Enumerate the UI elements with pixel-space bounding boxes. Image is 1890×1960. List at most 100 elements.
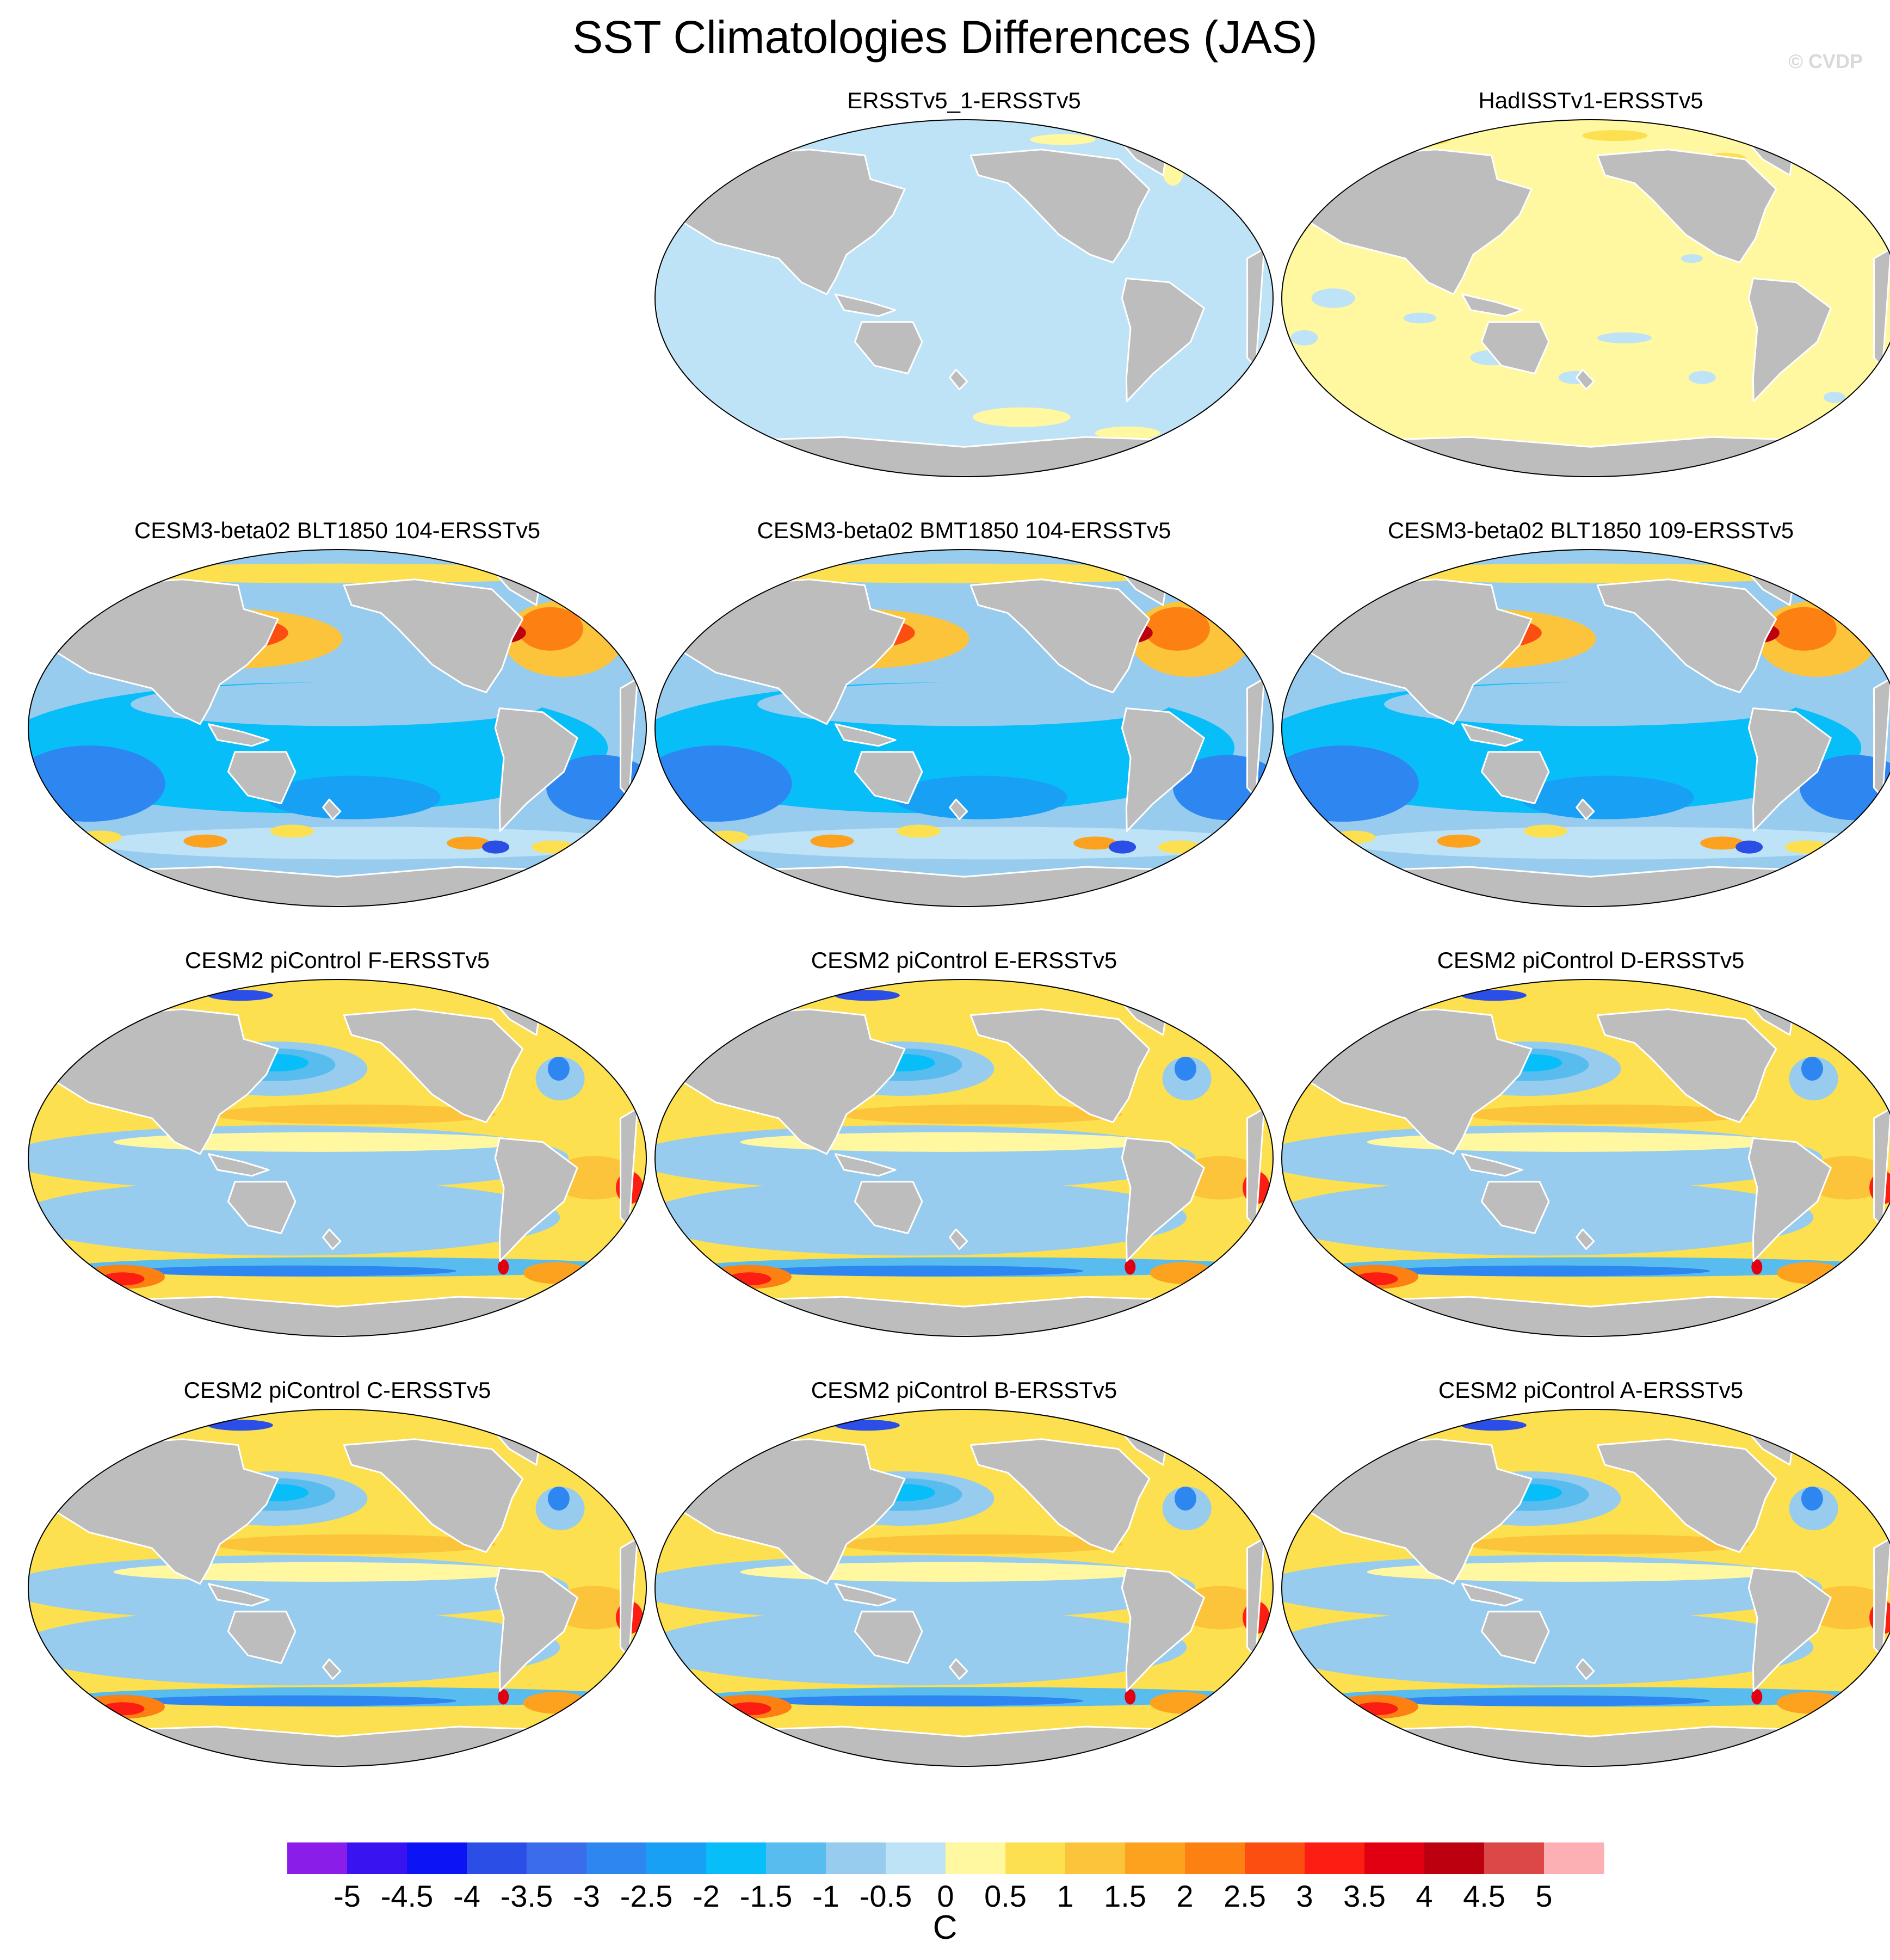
panel-title: CESM3-beta02 BLT1850 109-ERSSTv5 — [1387, 517, 1794, 543]
land-asia — [50, 1438, 279, 1585]
colorbar-box — [527, 1842, 587, 1874]
colorbar-box — [586, 1842, 647, 1874]
land-newzealand — [949, 368, 968, 391]
colorbar-box — [646, 1842, 707, 1874]
land-samerica — [1747, 1567, 1832, 1692]
land-newzealand — [949, 798, 968, 821]
land-indonesia — [1461, 723, 1523, 747]
robinson-map — [654, 119, 1274, 477]
colorbar: -5 -4.5 -4 -3.5 -3 -2.5 -2 -1.5 -1 -0.5 0 0.5 1 1.5 2 2… — [287, 1842, 1604, 1913]
land-asia — [1303, 1008, 1533, 1155]
colorbar-tick-label: -0.5 — [860, 1879, 912, 1913]
land-australia — [854, 1611, 923, 1664]
land-namerica — [1596, 578, 1777, 693]
land-newzealand — [322, 1228, 342, 1250]
land-samerica — [1747, 707, 1832, 832]
land-indonesia — [207, 1153, 270, 1177]
land-samerica — [1121, 707, 1205, 832]
colorbar-tick-label: 3.5 — [1343, 1879, 1386, 1913]
land-australia — [854, 1181, 923, 1234]
figure-title: SST Climatologies Differences (JAS) — [572, 11, 1318, 63]
colorbar-box — [1065, 1842, 1126, 1874]
colorbar-tick-label: 2 — [1176, 1879, 1193, 1913]
colorbar-box — [1424, 1842, 1485, 1874]
colorbar-box — [886, 1842, 946, 1874]
land-namerica — [969, 1438, 1151, 1553]
colorbar-tick-label: 5 — [1535, 1879, 1552, 1913]
colorbar-tick-label: -2.5 — [620, 1879, 673, 1913]
colorbar-tick-label: -4 — [453, 1879, 480, 1913]
panel-title: CESM3-beta02 BMT1850 104-ERSSTv5 — [757, 517, 1171, 543]
colorbar-box — [1364, 1842, 1425, 1874]
land-asia — [676, 578, 906, 725]
map-panel: ERSSTv5_1-ERSSTv5 — [648, 87, 1280, 484]
land-asia — [676, 149, 906, 295]
map-panel: CESM2 piControl B-ERSSTv5 — [648, 1377, 1280, 1774]
colorbar-tick-label: 1 — [1057, 1879, 1073, 1913]
colorbar-tick-label: 3 — [1296, 1879, 1313, 1913]
colorbar-tick-label: -5 — [333, 1879, 361, 1913]
land-namerica — [343, 1438, 524, 1553]
land-namerica — [343, 1008, 524, 1123]
land-indonesia — [1461, 1583, 1523, 1607]
land-asia — [1303, 578, 1533, 725]
panel-title: ERSSTv5_1-ERSSTv5 — [847, 88, 1081, 113]
colorbar-box — [467, 1842, 527, 1874]
land-australia — [1480, 321, 1550, 374]
land-indonesia — [834, 723, 897, 747]
land-samerica — [1121, 1137, 1205, 1262]
land-indonesia — [834, 1583, 897, 1607]
colorbar-tick-label: -4.5 — [381, 1879, 434, 1913]
robinson-map — [1281, 549, 1890, 907]
colorbar-box — [1245, 1842, 1305, 1874]
map-panel: CESM2 piControl A-ERSSTv5 — [1275, 1377, 1890, 1774]
land-namerica — [1596, 1438, 1777, 1553]
robinson-map — [28, 979, 647, 1337]
colorbar-box — [1185, 1842, 1245, 1874]
land-samerica — [494, 1567, 578, 1692]
land-indonesia — [834, 293, 897, 317]
map-panel: CESM2 piControl D-ERSSTv5 — [1275, 947, 1890, 1344]
colorbar-tick-label: -3.5 — [501, 1879, 553, 1913]
land-asia — [1303, 149, 1533, 295]
panel-title: CESM2 piControl E-ERSSTv5 — [811, 947, 1117, 973]
land-indonesia — [834, 1153, 897, 1177]
land-asia — [50, 578, 279, 725]
land-newzealand — [949, 1228, 968, 1250]
land-indonesia — [1461, 293, 1523, 317]
land-australia — [1480, 1611, 1550, 1664]
land-namerica — [1596, 1008, 1777, 1123]
colorbar-tick-label: 0.5 — [984, 1879, 1027, 1913]
land-asia — [50, 1008, 279, 1155]
watermark: © CVDP — [1788, 50, 1863, 72]
land-australia — [1480, 751, 1550, 804]
land-namerica — [343, 578, 524, 693]
robinson-map — [28, 1409, 647, 1767]
colorbar-tick-label: 2.5 — [1224, 1879, 1266, 1913]
land-newzealand — [1576, 798, 1595, 821]
colorbar-tick-label: -1.5 — [740, 1879, 793, 1913]
colorbar-box — [1005, 1842, 1066, 1874]
panel-title: CESM2 piControl D-ERSSTv5 — [1437, 947, 1745, 973]
land-samerica — [494, 707, 578, 832]
land-asia — [1303, 1438, 1533, 1585]
land-australia — [227, 1181, 297, 1234]
panel-title: HadISSTv1-ERSSTv5 — [1478, 88, 1703, 113]
colorbar-unit-label: C — [932, 1909, 958, 1946]
land-indonesia — [1461, 1153, 1523, 1177]
land-australia — [854, 321, 923, 374]
land-indonesia — [207, 723, 270, 747]
land-namerica — [969, 578, 1151, 693]
land-australia — [227, 751, 297, 804]
robinson-map — [1281, 979, 1890, 1337]
robinson-map — [654, 549, 1274, 907]
panel-title: CESM2 piControl B-ERSSTv5 — [811, 1377, 1117, 1403]
land-newzealand — [322, 798, 342, 821]
colorbar-tick-label: -2 — [693, 1879, 720, 1913]
land-newzealand — [1576, 368, 1595, 391]
colorbar-box — [946, 1842, 1006, 1874]
colorbar-box — [1305, 1842, 1365, 1874]
land-namerica — [969, 149, 1151, 263]
land-newzealand — [1576, 1228, 1595, 1250]
colorbar-tick-label: 0 — [937, 1879, 954, 1913]
